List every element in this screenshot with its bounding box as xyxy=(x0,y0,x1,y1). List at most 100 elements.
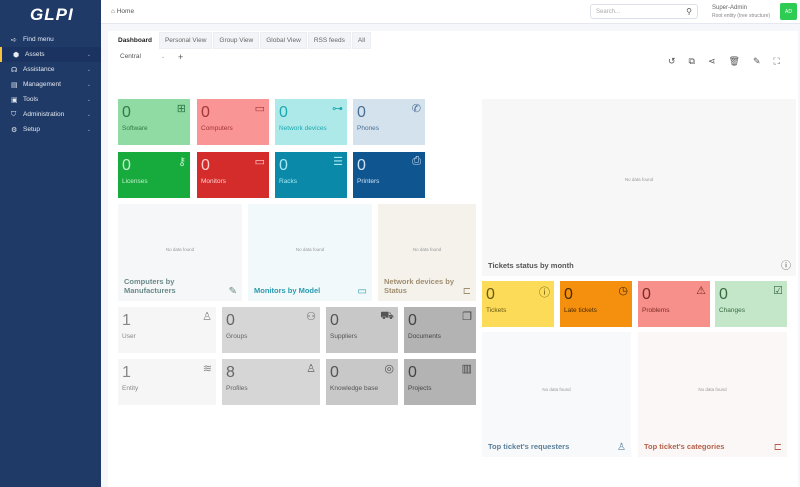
dashboard-select[interactable]: Central ⌄ xyxy=(120,53,165,60)
clipboard-check-icon: ☑ xyxy=(773,285,783,297)
card-monitors[interactable]: 0 Monitors ▭ xyxy=(197,152,269,198)
delete-icon[interactable]: 🗑 xyxy=(728,56,740,66)
printer-icon: ⎙ xyxy=(412,155,421,167)
chevron-down-icon: ⌄ xyxy=(86,96,91,103)
shield-icon: ⛉ xyxy=(11,110,17,118)
card-printers[interactable]: 0 Printers ⎙ xyxy=(353,152,425,198)
user-name: Super-Admin xyxy=(712,5,748,11)
chevron-down-icon: ⌄ xyxy=(86,66,91,73)
card-label: Software xyxy=(122,125,148,132)
card-network-devices[interactable]: 0 Network devices ⊶ xyxy=(275,99,347,145)
card-value: 0 xyxy=(201,104,210,121)
card-problems[interactable]: 0 Problems ⚠ xyxy=(638,281,710,327)
sidebar-item-find-menu[interactable]: ➪ Find menu xyxy=(0,32,101,47)
fullscreen-icon[interactable]: ⛶ xyxy=(773,56,780,66)
alert-circle-icon: ⓘ xyxy=(539,287,550,299)
sidebar-item-label: Assistance xyxy=(23,66,55,73)
sidebar-item-assistance[interactable]: ☊ Assistance ⌄ xyxy=(0,62,101,77)
card-software[interactable]: 0 Software ⊞ xyxy=(118,99,190,145)
cube-icon: ⬢ xyxy=(13,51,20,59)
sidebar-item-tools[interactable]: ▣ Tools ⌄ xyxy=(0,92,101,107)
card-value: 0 xyxy=(330,364,339,381)
panel-title: Top ticket's requesters xyxy=(488,442,570,451)
warning-icon: ⚠ xyxy=(696,285,706,297)
apps-icon: ⊞ xyxy=(176,103,186,115)
avatar[interactable]: AD xyxy=(780,3,797,20)
card-documents[interactable]: 0 Documents ❐ xyxy=(404,307,476,353)
sidebar-item-administration[interactable]: ⛉ Administration ⌄ xyxy=(0,107,101,122)
hierarchy-icon: ⊏ xyxy=(462,286,471,297)
panel-top-ticket-s-requesters: No data found Top ticket's requesters ♙ xyxy=(482,332,631,457)
search-placeholder: Search... xyxy=(596,9,621,15)
edit-icon[interactable]: ✎ xyxy=(752,56,761,66)
card-value: 0 xyxy=(226,312,235,329)
tab-rss-feeds[interactable]: RSS feeds xyxy=(307,32,351,49)
layers-icon: ≋ xyxy=(202,363,212,375)
add-dashboard-button[interactable]: + xyxy=(178,52,184,62)
chevron-down-icon: ⌄ xyxy=(86,51,91,58)
tab-personal-view[interactable]: Personal View xyxy=(158,32,213,49)
network-icon: ⊶ xyxy=(332,103,343,115)
card-projects[interactable]: 0 Projects ▥ xyxy=(404,359,476,405)
truck-icon: ⛟ xyxy=(380,310,394,322)
card-groups[interactable]: 0 Groups ⚇ xyxy=(222,307,320,353)
card-label: Racks xyxy=(279,178,298,185)
tab-group-view[interactable]: Group View xyxy=(213,32,260,49)
tab-global-view[interactable]: Global View xyxy=(260,32,307,49)
server-icon: ☰ xyxy=(333,156,343,168)
edit-icon: ✎ xyxy=(228,286,237,297)
chevron-down-icon: ⌄ xyxy=(86,111,91,118)
chevron-down-icon: ⌄ xyxy=(86,81,91,88)
card-value: 0 xyxy=(201,157,210,174)
card-label: Documents xyxy=(408,333,441,340)
panel-network-devices-by-status: No data found Network devices by Status ⊏ xyxy=(378,204,476,301)
breadcrumb[interactable]: ⌂ Home xyxy=(111,8,134,15)
sidebar-item-setup[interactable]: ⚙ Setup ⌄ xyxy=(0,122,101,137)
card-label: Entity xyxy=(122,385,139,392)
card-late-tickets[interactable]: 0 Late tickets ◷ xyxy=(560,281,632,327)
sidebar-item-management[interactable]: ▤ Management ⌄ xyxy=(0,77,101,92)
card-label: Printers xyxy=(357,178,380,185)
card-value: 0 xyxy=(408,312,417,329)
arrow-right-icon: ➪ xyxy=(11,36,17,44)
main-content: Dashboard Personal View Group View Global V… xyxy=(108,31,798,487)
card-profiles[interactable]: 8 Profiles ♙ xyxy=(222,359,320,405)
sidebar: GLPI ➪ Find menu ⬢ Assets ⌄ ☊ Assistance ⌄ ▤ Mana… xyxy=(0,0,101,487)
card-phones[interactable]: 0 Phones ✆ xyxy=(353,99,425,145)
user-icon: ♙ xyxy=(617,442,626,453)
card-changes[interactable]: 0 Changes ☑ xyxy=(715,281,787,327)
card-racks[interactable]: 0 Racks ☰ xyxy=(275,152,347,198)
glpi-logo[interactable]: GLPI xyxy=(30,5,74,24)
card-tickets[interactable]: 0 Tickets ⓘ xyxy=(482,281,554,327)
card-value: 0 xyxy=(642,286,651,303)
card-value: 1 xyxy=(122,364,131,381)
card-knowledge-base[interactable]: 0 Knowledge base ◎ xyxy=(326,359,398,405)
user-icon: ♙ xyxy=(202,311,212,323)
card-computers[interactable]: 0 Computers ▭ xyxy=(197,99,269,145)
chevron-down-icon: ⌄ xyxy=(86,126,91,133)
card-entity[interactable]: 1 Entity ≋ xyxy=(118,359,216,405)
card-value: 0 xyxy=(330,312,339,329)
card-value: 0 xyxy=(122,157,131,174)
tab-dashboard[interactable]: Dashboard xyxy=(112,32,158,49)
card-label: Problems xyxy=(642,307,670,314)
clone-icon[interactable]: ⧉ xyxy=(688,56,695,66)
sidebar-item-assets[interactable]: ⬢ Assets ⌄ xyxy=(0,47,101,62)
card-licenses[interactable]: 0 Licenses ⚷ xyxy=(118,152,190,198)
briefcase-icon: ▣ xyxy=(11,96,18,104)
card-label: Computers xyxy=(201,125,233,132)
search-icon[interactable]: ⚲ xyxy=(686,7,692,16)
share-icon[interactable]: ⋖ xyxy=(707,56,716,66)
breadcrumb-home[interactable]: Home xyxy=(116,8,135,15)
sidebar-item-label: Tools xyxy=(23,96,39,103)
history-icon[interactable]: ↺ xyxy=(668,56,676,66)
search-input[interactable]: Search... ⚲ xyxy=(590,4,698,19)
card-suppliers[interactable]: 0 Suppliers ⛟ xyxy=(326,307,398,353)
panel-title: Top ticket's categories xyxy=(644,442,725,451)
card-label: Projects xyxy=(408,385,432,392)
card-value: 0 xyxy=(357,157,366,174)
user-menu[interactable]: Super-Admin Root entity (tree structure) xyxy=(712,4,770,20)
card-label: Network devices xyxy=(279,125,327,132)
tab-all[interactable]: All xyxy=(351,32,372,49)
card-user[interactable]: 1 User ♙ xyxy=(118,307,216,353)
